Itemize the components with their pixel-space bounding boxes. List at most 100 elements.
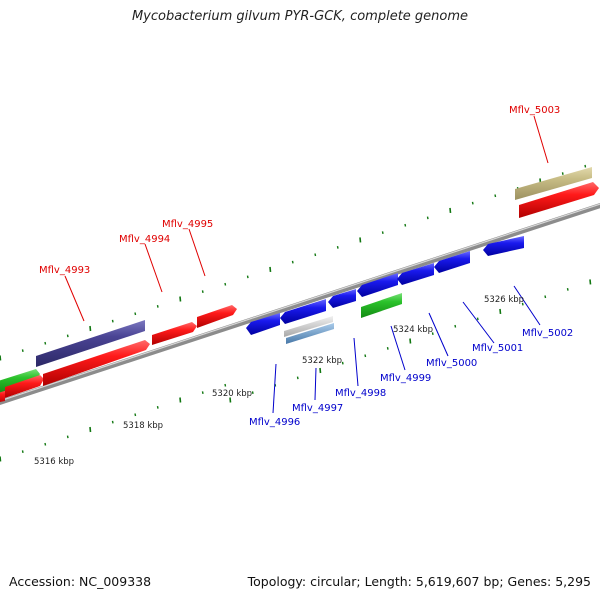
minor-tick xyxy=(66,435,69,439)
forward-genes xyxy=(0,167,599,404)
genome-backbone xyxy=(0,203,600,405)
minor-tick xyxy=(521,302,524,306)
gene-label-reverse[interactable]: Mflv_4998 xyxy=(335,388,386,399)
minor-tick xyxy=(296,376,299,380)
major-tick xyxy=(269,266,272,273)
major-tick xyxy=(229,397,232,403)
gene-label-forward[interactable]: Mflv_4993 xyxy=(39,265,90,276)
minor-tick xyxy=(426,216,429,220)
accession-text: Accession: NC_009338 xyxy=(9,574,152,589)
gene-arrow[interactable] xyxy=(483,236,524,256)
minor-tick xyxy=(156,304,159,308)
major-tick xyxy=(449,207,452,214)
minor-tick xyxy=(561,172,564,175)
minor-tick xyxy=(291,260,294,264)
gene-label-reverse[interactable]: Mflv_5000 xyxy=(426,358,477,369)
scale-label: 5318 kbp xyxy=(123,421,163,431)
gene-label-reverse[interactable]: Mflv_4996 xyxy=(249,417,300,428)
minor-tick xyxy=(494,194,497,198)
scale-label: 5324 kbp xyxy=(393,325,433,335)
reverse-genes xyxy=(246,236,524,344)
minor-tick xyxy=(111,319,114,323)
major-tick xyxy=(409,338,412,344)
genome-backbone-highlight xyxy=(0,203,600,402)
minor-tick xyxy=(584,164,587,168)
minor-tick xyxy=(381,231,384,234)
major-tick xyxy=(89,325,92,332)
minor-tick xyxy=(341,361,344,365)
gene-arrow[interactable] xyxy=(197,305,237,328)
minor-tick xyxy=(111,420,114,424)
gene-arrow[interactable] xyxy=(515,167,592,200)
gene-arrow[interactable] xyxy=(152,322,197,345)
gene-label-reverse[interactable]: Mflv_4999 xyxy=(380,373,431,384)
minor-tick xyxy=(224,383,227,387)
major-tick xyxy=(179,397,182,403)
scale-ticks-lower xyxy=(0,383,227,462)
gene-label-reverse[interactable]: Mflv_5002 xyxy=(522,328,573,339)
minor-tick xyxy=(336,245,339,249)
gene-arrow[interactable] xyxy=(246,313,280,335)
minor-tick xyxy=(224,282,227,286)
gene-arrow[interactable] xyxy=(328,289,356,308)
minor-tick xyxy=(156,405,159,409)
major-tick xyxy=(179,296,182,302)
gene-label-reverse[interactable]: Mflv_4997 xyxy=(292,403,343,414)
minor-tick xyxy=(201,391,204,394)
minor-tick xyxy=(251,391,254,395)
gene-arrow[interactable] xyxy=(43,340,150,386)
minor-tick xyxy=(44,442,47,446)
minor-tick xyxy=(134,312,137,316)
gene-arrow[interactable] xyxy=(5,375,44,398)
minor-tick xyxy=(404,223,407,227)
gene-arrow[interactable] xyxy=(519,182,599,218)
gene-label-forward[interactable]: Mflv_4994 xyxy=(119,234,170,245)
minor-tick xyxy=(471,201,474,205)
major-tick xyxy=(0,456,2,462)
minor-tick xyxy=(566,287,569,291)
gene-label-reverse[interactable]: Mflv_5001 xyxy=(472,343,523,354)
minor-tick xyxy=(134,413,137,417)
major-tick xyxy=(359,237,362,243)
reverse-leaders xyxy=(272,285,541,414)
gene-arrow[interactable] xyxy=(361,293,402,318)
minor-tick xyxy=(246,275,249,279)
gene-arrow[interactable] xyxy=(284,316,333,337)
gene-label-forward[interactable]: Mflv_4995 xyxy=(162,219,213,230)
reverse-scale-ticks xyxy=(229,279,592,403)
minor-tick xyxy=(21,349,24,353)
minor-tick xyxy=(44,341,47,345)
gene-arrow[interactable] xyxy=(280,299,326,324)
forward-scale-ticks xyxy=(0,164,587,361)
major-tick xyxy=(0,355,2,361)
genome-info-text: Topology: circular; Length: 5,619,607 bp… xyxy=(247,574,591,589)
scale-label: 5322 kbp xyxy=(302,356,342,366)
scale-label: 5320 kbp xyxy=(212,389,252,399)
minor-tick xyxy=(476,317,479,321)
gene-label-forward[interactable]: Mflv_5003 xyxy=(509,105,560,116)
major-tick xyxy=(89,426,92,433)
scale-label: 5326 kbp xyxy=(484,295,524,305)
major-tick xyxy=(319,367,322,374)
minor-tick xyxy=(201,290,204,293)
minor-tick xyxy=(454,324,457,328)
gene-arrow[interactable] xyxy=(434,251,470,273)
gene-arrow[interactable] xyxy=(36,320,145,367)
minor-tick xyxy=(314,253,317,257)
minor-tick xyxy=(544,295,547,299)
gene-arrow[interactable] xyxy=(397,263,434,285)
gene-arrow[interactable] xyxy=(357,273,398,297)
gene-arrow[interactable] xyxy=(0,389,5,404)
genome-title: Mycobacterium gilvum PYR-GCK, complete g… xyxy=(131,9,469,24)
minor-tick xyxy=(364,354,367,358)
gene-arrow[interactable] xyxy=(286,323,334,344)
forward-leaders xyxy=(64,115,549,322)
minor-tick xyxy=(386,346,389,350)
minor-tick xyxy=(431,332,434,335)
minor-tick xyxy=(21,450,24,454)
major-tick xyxy=(499,308,502,315)
minor-tick xyxy=(66,334,69,338)
scale-label: 5316 kbp xyxy=(34,457,74,467)
major-tick xyxy=(589,279,592,285)
